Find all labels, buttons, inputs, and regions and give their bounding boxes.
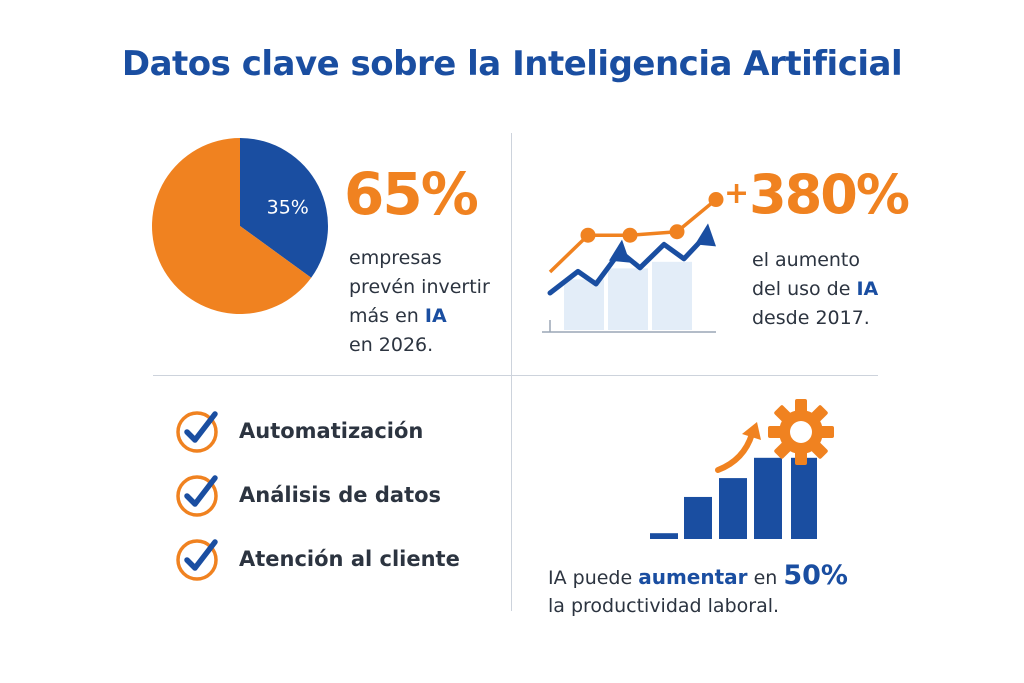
pie-slice [240, 138, 328, 278]
trend-orange-point [622, 227, 638, 243]
trend-orange-point [580, 227, 596, 243]
stat-50-bold: aumentar [638, 565, 748, 589]
stat-380-plus: + [724, 176, 750, 211]
benefit-item-analisis: Análisis de datos [175, 471, 441, 519]
stat-380-value: +380% [724, 163, 910, 226]
stat-380-line2-text: del uso de [752, 278, 857, 300]
stat-380-line3: desde 2017. [752, 307, 870, 329]
trend-bar [564, 279, 604, 330]
trend-axis [542, 320, 716, 333]
gear-tooth [795, 451, 807, 465]
benefit-label: Atención al cliente [239, 547, 460, 571]
productivity-bar [719, 478, 747, 539]
pie-slices [152, 138, 328, 314]
pie-chart: 35% [152, 138, 328, 314]
stat-65-line2: prevén invertir [349, 276, 490, 298]
stat-380-line2: del uso de IA [752, 275, 912, 304]
gear-tooth [795, 399, 807, 413]
pie-slice-label: 35% [267, 196, 309, 218]
benefit-label: Automatización [239, 419, 424, 443]
trend-orange-series [548, 192, 724, 274]
page-title: Datos clave sobre la Inteligencia Artifi… [121, 44, 903, 84]
stat-380-description: el aumento del uso de IA desde 2017. [752, 246, 912, 333]
stat-50-line2: la productividad laboral. [548, 595, 780, 617]
stat-50-mid: en [747, 567, 784, 589]
check-circle-icon [176, 475, 218, 517]
horizontal-divider [153, 375, 878, 376]
productivity-bar-chart [650, 399, 834, 539]
gear-icon [768, 399, 834, 465]
trend-bars [564, 261, 692, 330]
stat-65-line3: más en IA [349, 302, 509, 331]
stat-380-number: 380% [749, 163, 910, 226]
stat-50-line1: IA puede aumentar en 50% [548, 562, 868, 592]
stat-380-line2-bold: IA [856, 278, 879, 300]
arrow-up-icon [715, 422, 761, 473]
stat-50-value: 50% [783, 560, 848, 591]
trend-orange-point [708, 192, 724, 208]
stat-65-line3-text: más en [349, 305, 425, 327]
vertical-divider [511, 133, 512, 611]
stat-65-line3-bold: IA [424, 305, 447, 327]
productivity-bar [684, 496, 712, 539]
check-circle-icon [176, 539, 218, 581]
stat-65-description: empresas prevén invertir más en IA en 20… [349, 244, 509, 360]
trend-bar [652, 261, 692, 330]
arrow-up-icon [695, 223, 716, 247]
arrow-up-icon [609, 239, 630, 263]
stat-50-pre: IA puede [548, 567, 639, 589]
pie-slice [152, 138, 312, 314]
productivity-bar [791, 457, 817, 539]
stat-380-line1: el aumento [752, 249, 861, 271]
benefit-label: Análisis de datos [239, 483, 442, 507]
benefit-item-automatizacion: Automatización [175, 407, 423, 455]
stat-65-value: 65% [344, 160, 479, 228]
trend-bar [608, 268, 648, 330]
gear-tooth [820, 426, 834, 438]
check-circle-icon [176, 411, 218, 453]
trend-blue-line [547, 232, 709, 296]
trend-orange-point [669, 224, 685, 240]
stat-65-line1: empresas [349, 247, 442, 269]
productivity-bar [650, 533, 678, 539]
growth-trend-chart [542, 192, 724, 333]
benefit-item-atencion: Atención al cliente [175, 535, 460, 583]
trend-blue-series [547, 223, 716, 296]
stat-50-description: IA puede aumentar en 50% la productivida… [548, 562, 868, 620]
productivity-bar [754, 457, 782, 539]
stat-65-line4: en 2026. [349, 334, 434, 356]
productivity-bars [650, 457, 817, 539]
gear-tooth [768, 426, 782, 438]
